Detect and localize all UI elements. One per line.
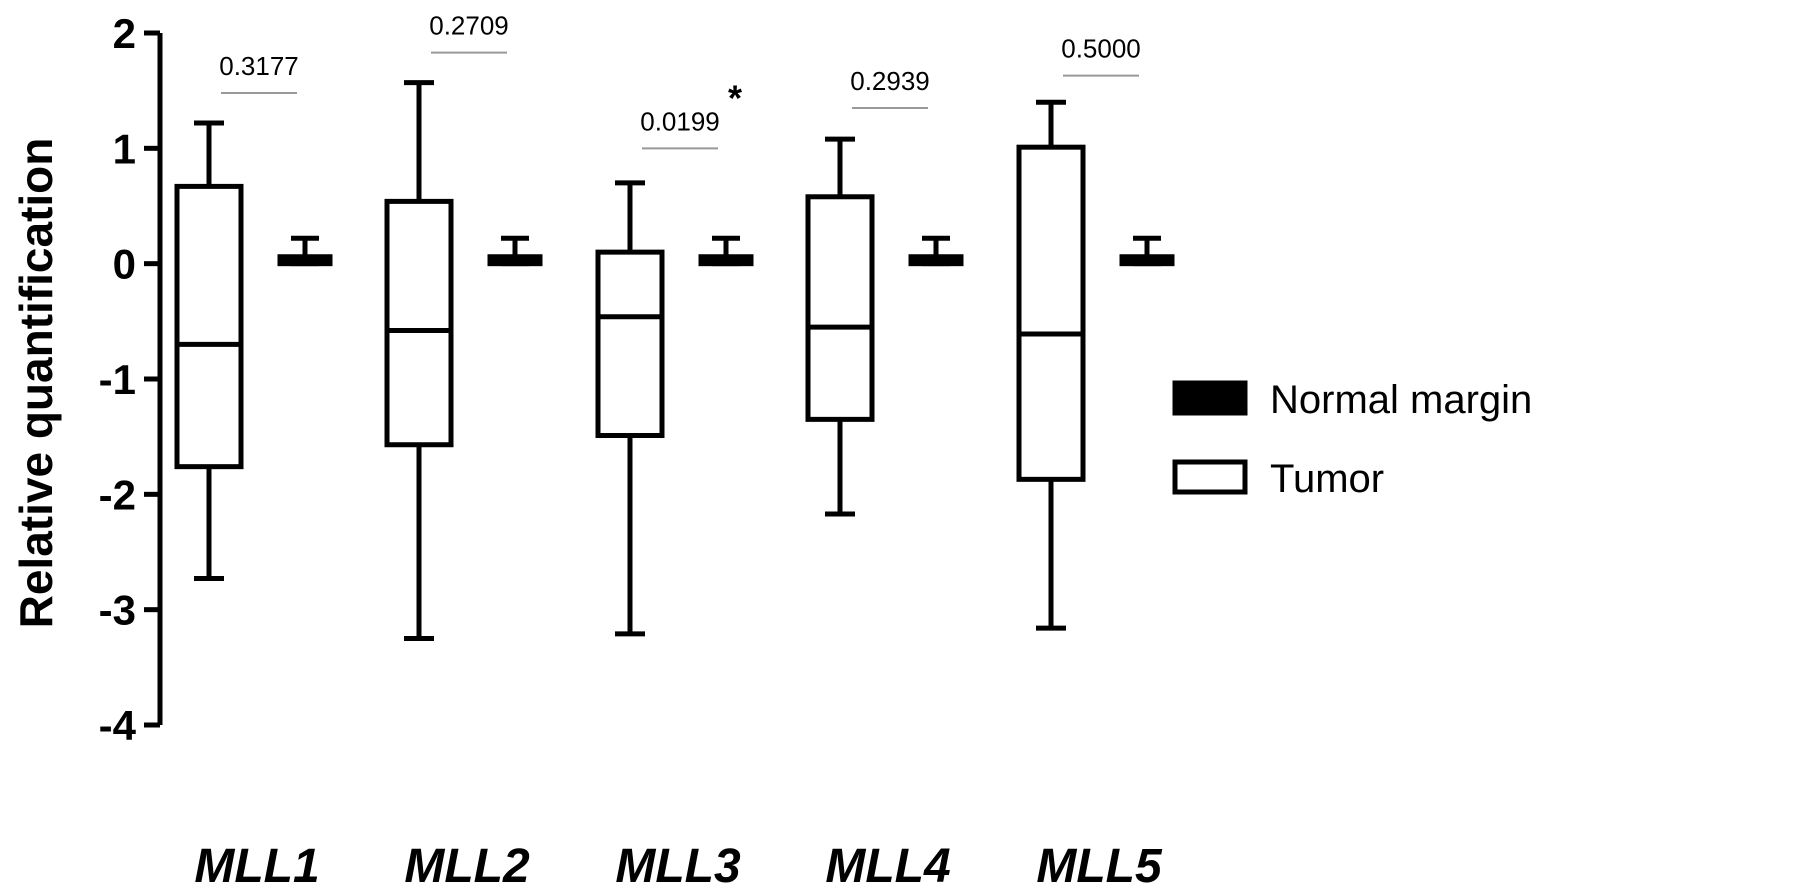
y-tick-label: -4 [99,702,137,749]
legend-swatch [1172,380,1248,416]
y-tick-label: -3 [99,587,136,634]
p-value-label: 0.3177 [219,51,299,81]
box-tumor [174,120,244,582]
p-value-label: 0.2709 [429,11,509,41]
significance-star: * [728,77,742,118]
box-normal-margin [1119,235,1175,267]
category-label: MLL5 [1036,840,1163,893]
legend-swatch [1172,459,1248,495]
box-iqr [805,194,875,422]
box-iqr [595,249,665,439]
y-tick-label: 2 [113,10,136,57]
y-tick-label: 1 [113,125,136,172]
box-normal-margin [277,235,333,267]
box-normal-margin [698,235,754,267]
legend: Normal margin Tumor [1172,378,1532,501]
box-tumor [1016,99,1086,631]
box-iqr [1016,144,1086,482]
y-tick-label: 0 [113,241,136,288]
y-tick-label: -1 [99,356,136,403]
y-tick-label: -2 [99,471,136,518]
box-iqr [174,183,244,470]
category-label: MLL1 [194,840,319,893]
p-value-label: 0.0199 [640,106,720,136]
x-axis-category-labels: MLL1 MLL2 MLL3 MLL4 MLL5 [194,840,1163,893]
y-axis: 2 1 0 -1 -2 -3 -4 [99,10,163,749]
p-value-label: 0.5000 [1061,34,1141,64]
p-value-annotations: 0.3177 0.2709 0.0199 * 0.2939 0.5000 [219,11,1141,150]
box-tumor [805,136,875,517]
legend-label: Normal margin [1270,378,1532,422]
box-tumor [384,80,454,641]
box-normal-margin [487,235,543,267]
legend-label: Tumor [1270,457,1384,501]
p-value-label: 0.2939 [850,66,930,96]
y-axis-label: Relative quantification [10,138,62,629]
category-label: MLL4 [825,840,950,893]
box-plot-boxes [174,80,1175,641]
box-iqr [384,198,454,448]
category-label: MLL2 [404,840,530,893]
category-label: MLL3 [615,840,741,893]
box-normal-margin [908,235,964,267]
box-tumor [595,180,665,637]
